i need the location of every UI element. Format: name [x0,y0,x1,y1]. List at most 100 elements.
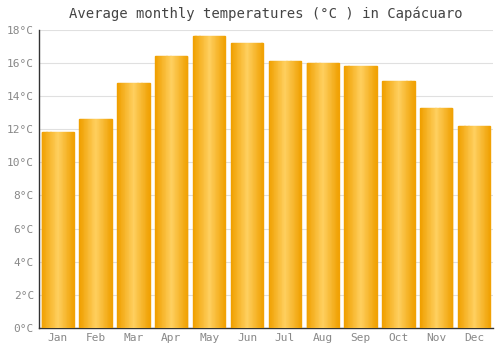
Bar [185,56,186,328]
Bar [272,61,273,328]
Bar [458,126,459,328]
Bar [337,63,338,328]
Bar [232,43,234,328]
Bar [389,81,390,328]
Bar [205,36,206,328]
Bar [289,61,290,328]
Bar [413,81,414,328]
Bar [146,83,147,328]
Bar [430,107,432,328]
Bar [259,43,260,328]
Bar [352,66,354,328]
Bar [202,36,203,328]
Bar [359,66,360,328]
Bar [161,56,162,328]
Bar [472,126,474,328]
Bar [104,119,106,328]
Bar [144,83,146,328]
Bar [128,83,130,328]
Bar [182,56,184,328]
Bar [317,63,318,328]
Bar [88,119,89,328]
Bar [166,56,168,328]
Bar [441,107,442,328]
Bar [65,132,66,328]
Bar [382,81,383,328]
Bar [244,43,246,328]
Bar [394,81,395,328]
Bar [142,83,143,328]
Bar [397,81,398,328]
Bar [123,83,124,328]
Bar [360,66,362,328]
Bar [168,56,169,328]
Bar [158,56,160,328]
Bar [81,119,82,328]
Bar [310,63,312,328]
Bar [122,83,123,328]
Bar [212,36,213,328]
Bar [396,81,397,328]
Bar [328,63,329,328]
Bar [391,81,392,328]
Bar [162,56,164,328]
Bar [170,56,172,328]
Bar [184,56,185,328]
Bar [332,63,333,328]
Bar [238,43,239,328]
Bar [392,81,393,328]
Bar [97,119,98,328]
Bar [364,66,366,328]
Bar [348,66,350,328]
Bar [280,61,281,328]
Bar [330,63,331,328]
Bar [177,56,178,328]
Bar [347,66,348,328]
Bar [101,119,102,328]
Bar [350,66,351,328]
Bar [279,61,280,328]
Bar [64,132,65,328]
Bar [110,119,111,328]
Bar [206,36,207,328]
Bar [204,36,205,328]
Bar [56,132,57,328]
Bar [44,132,45,328]
Bar [372,66,374,328]
Bar [409,81,410,328]
Bar [444,107,445,328]
Bar [156,56,157,328]
Bar [483,126,484,328]
Bar [351,66,352,328]
Bar [256,43,258,328]
Bar [135,83,136,328]
Bar [463,126,464,328]
Bar [213,36,214,328]
Bar [366,66,367,328]
Bar [105,119,106,328]
Bar [66,132,68,328]
Bar [209,36,210,328]
Bar [108,119,110,328]
Bar [210,36,211,328]
Bar [273,61,274,328]
Bar [390,81,391,328]
Bar [100,119,102,328]
Bar [294,61,296,328]
Bar [316,63,317,328]
Bar [176,56,177,328]
Bar [216,36,217,328]
Bar [50,132,51,328]
Bar [106,119,107,328]
Bar [432,107,433,328]
Bar [312,63,313,328]
Bar [240,43,242,328]
Bar [433,107,434,328]
Bar [46,132,48,328]
Bar [297,61,298,328]
Bar [375,66,376,328]
Bar [440,107,441,328]
Bar [164,56,165,328]
Bar [107,119,108,328]
Bar [320,63,321,328]
